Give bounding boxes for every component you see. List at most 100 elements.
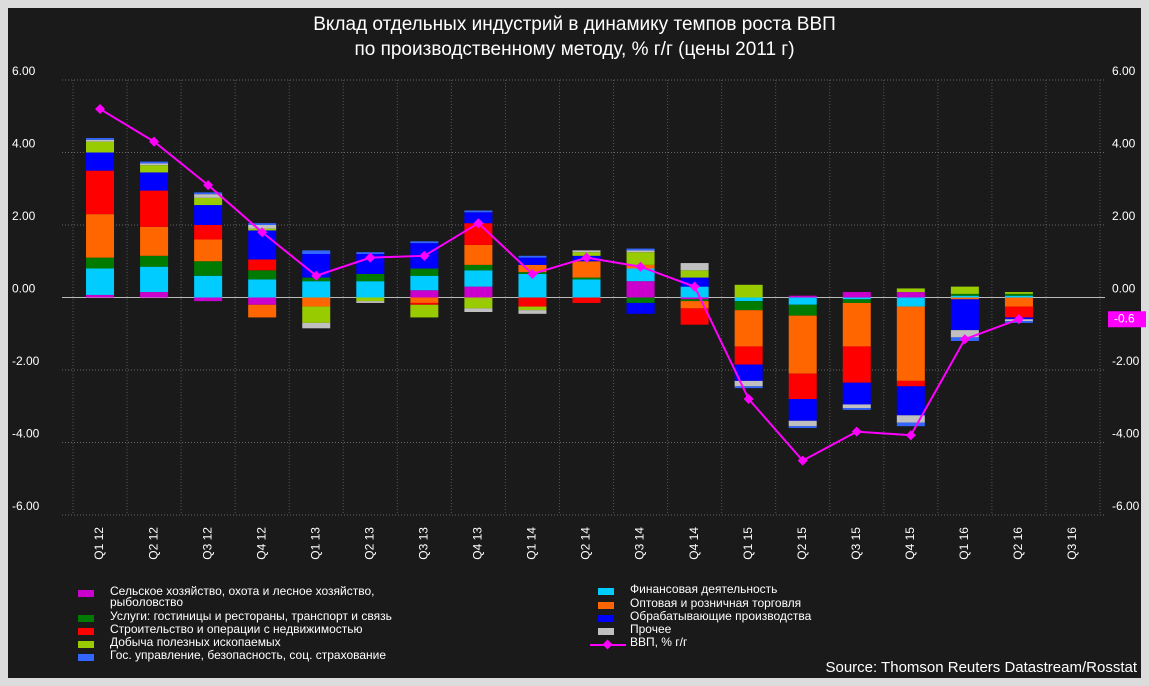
y-tick-label: 4.00 (12, 137, 36, 151)
x-tick-label: Q2 13 (362, 527, 376, 560)
bar-segment (464, 297, 493, 309)
bar-segment (734, 364, 763, 381)
bar-segment (1004, 306, 1033, 318)
bar-segment (410, 290, 439, 298)
gdp-marker (203, 180, 214, 191)
bar-segment (950, 330, 979, 338)
legend-label: Добыча полезных ископаемых (110, 635, 281, 649)
x-tick-label: Q3 16 (1065, 527, 1079, 560)
panel (8, 8, 1141, 678)
bar-segment (464, 308, 493, 312)
x-tick-label: Q2 12 (146, 527, 160, 560)
bar-segment (842, 346, 871, 383)
x-tick-label: Q3 15 (849, 527, 863, 560)
bar-segment (950, 299, 979, 331)
bar-segment (1004, 297, 1033, 307)
last-value-label: -0.6 (1114, 311, 1135, 325)
bar-segment (410, 275, 439, 291)
x-tick-label: Q1 13 (308, 527, 322, 560)
legend-swatch (78, 590, 94, 597)
y2-tick-label: 4.00 (1112, 137, 1136, 151)
bar-segment (842, 404, 871, 409)
bar-segment (626, 281, 655, 298)
bar-segment (950, 286, 979, 294)
bar-segment (248, 279, 277, 298)
bar-segment (680, 263, 709, 271)
bar-segment (680, 308, 709, 325)
bar-segment (950, 297, 979, 300)
gdp-marker (797, 455, 808, 466)
bar-segment (950, 295, 979, 298)
bar-segment (572, 279, 601, 298)
y2-tick-label: 0.00 (1112, 282, 1136, 296)
legend-swatch (598, 615, 614, 622)
source: Source: Thomson Reuters Datastream/Rosst… (825, 659, 1137, 676)
gdp-marker (1013, 314, 1024, 325)
bar-segment (572, 261, 601, 278)
bar-segment (302, 322, 331, 329)
bar-segment (842, 408, 871, 410)
bar-segment (518, 297, 547, 307)
bar-segment (572, 297, 601, 303)
bar-segment (626, 302, 655, 314)
bar-segment (248, 297, 277, 305)
bar-segment (464, 210, 493, 213)
legend-swatch (590, 639, 626, 650)
legend-label: ВВП, % г/г (630, 635, 688, 649)
bar-segment (788, 315, 817, 374)
bar-segment (86, 138, 115, 140)
bar-segment (194, 205, 223, 225)
chart-title: Вклад отдельных индустрий в динамику тем… (313, 14, 836, 60)
bar-segment (518, 273, 547, 298)
gdp-marker (95, 104, 106, 114)
bar-segment (194, 197, 223, 206)
bar-segment (734, 380, 763, 387)
x-tick-label: Q4 13 (471, 527, 485, 560)
gdp-marker (419, 250, 430, 261)
bar-segment (410, 268, 439, 276)
bar-segment (248, 223, 277, 225)
gdp-line (99, 108, 1020, 462)
bar-segment (248, 270, 277, 280)
bar-segment (788, 295, 817, 298)
bar-segment (194, 275, 223, 298)
bar-segment (86, 294, 115, 298)
y-tick-label: -2.00 (12, 354, 40, 368)
bar-segment (140, 190, 169, 227)
legend-swatch (78, 628, 94, 635)
bar-segment (86, 170, 115, 215)
legend-label: Услуги: гостиницы и рестораны, транспорт… (110, 609, 392, 623)
bar-segment (626, 297, 655, 303)
bar-segment (518, 264, 547, 273)
gdp-marker (635, 261, 646, 272)
x-tick-label: Q2 14 (579, 527, 593, 560)
bar-segment (896, 292, 925, 298)
bar-segment (896, 297, 925, 307)
legend-swatch (78, 654, 94, 661)
bar-segment (842, 292, 871, 298)
legend-label: Сельское хозяйство, охота и лесное хозяй… (110, 584, 375, 609)
bar-segment (518, 255, 547, 258)
bar-segment (680, 286, 709, 298)
bar-segment (518, 306, 547, 311)
legend-swatch (78, 615, 94, 622)
x-tick-label: Q2 15 (795, 527, 809, 560)
bar-segment (140, 172, 169, 191)
bar-segment (302, 297, 331, 307)
gdp-marker (527, 268, 538, 279)
y2-tick-label: -2.00 (1112, 354, 1140, 368)
y-tick-label: -6.00 (12, 499, 40, 513)
x-tick-label: Q1 14 (525, 527, 539, 560)
bar-segment (896, 306, 925, 381)
gdp-marker (311, 270, 322, 281)
bar-segment (626, 252, 655, 265)
bar-segment (86, 257, 115, 269)
bar-segment (518, 257, 547, 265)
bar-segment (788, 304, 817, 316)
gdp-marker (149, 136, 160, 147)
y-tick-label: 2.00 (12, 209, 36, 223)
x-tick-label: Q4 12 (254, 527, 268, 560)
bar-segment (842, 382, 871, 405)
